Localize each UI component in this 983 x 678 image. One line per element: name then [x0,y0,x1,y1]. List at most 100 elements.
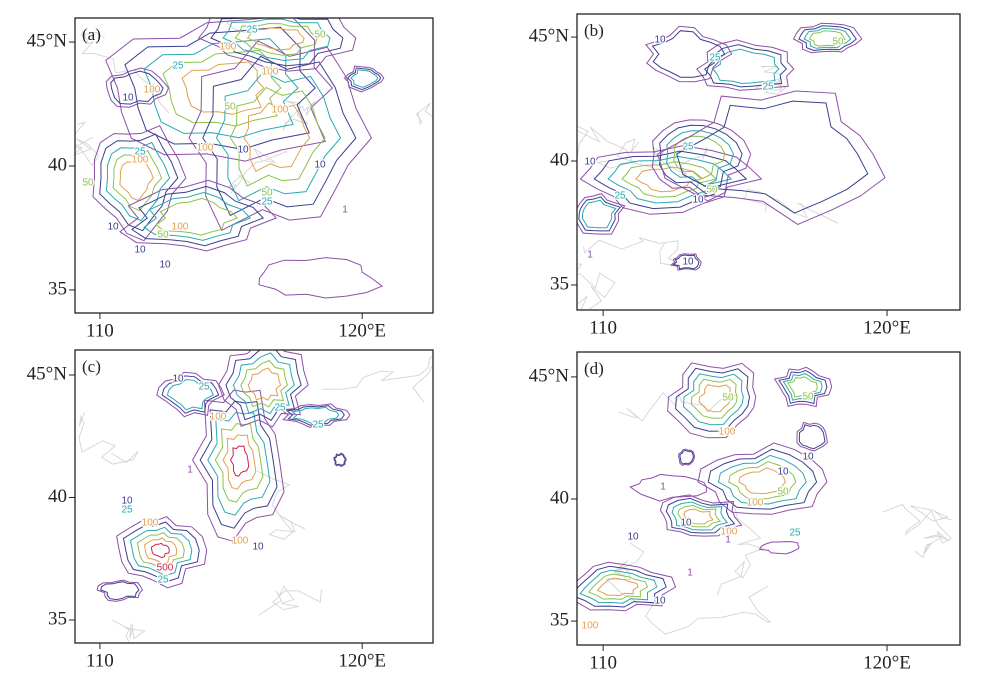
contour-line [280,403,351,428]
contour-line [166,379,214,411]
boundary [282,100,316,131]
boundary [577,125,640,163]
x-tick-label: 120°E [338,320,386,341]
boundary [78,412,139,465]
x-tick-label: 110 [86,650,114,671]
contour-line [291,406,340,424]
contour-label: 50 [777,487,789,498]
contour-label: 10 [777,467,789,478]
contour-label: 10 [107,222,119,233]
contour-label: 100 [582,621,599,632]
contour-line [333,452,347,468]
contour-line [285,405,345,426]
contour-label: 10 [159,260,171,271]
y-tick-label: 40 [48,486,67,507]
contour-line [690,378,738,419]
contour-label: 100 [272,105,289,116]
contour-line [683,508,714,525]
contour-line [181,61,265,115]
contour-label: 1 [725,535,731,546]
contour-label: 1 [342,205,348,216]
contour-line [728,461,797,500]
contour-label: 10 [314,160,326,171]
contour-label: 10 [122,93,134,104]
contour-line [210,18,344,67]
y-tick-label: 45°N [27,363,68,384]
contour-label: 25 [261,197,273,208]
contour-line [651,119,752,202]
contour-line [214,423,264,503]
contour-line [243,102,311,172]
boundary [754,65,787,95]
boundary [618,392,739,422]
boundary [605,542,645,606]
y-tick-label: 45°N [529,25,570,46]
contour-label: 50 [722,393,734,404]
y-tick-label: 35 [550,273,569,294]
contour-label: 10 [802,452,814,463]
contour-line [629,473,708,502]
boundary [596,146,708,176]
contour-line [247,367,282,401]
contour-label: 50 [832,37,844,48]
contour-line [792,22,863,54]
panel-label: (b) [584,21,604,40]
boundary [577,263,616,310]
contour-label: 25 [312,420,324,431]
contour-line [246,27,305,51]
boundary [582,237,679,266]
contour-line [188,40,373,231]
contour-line [229,86,326,187]
contour-line [657,90,886,225]
panel-frame [576,13,961,311]
contour-line [697,442,828,515]
contour-line [143,38,299,139]
contour-label: 10 [627,532,639,543]
contour-line [581,199,617,229]
contour-label: 100 [210,412,227,423]
contour-line [96,579,144,602]
y-tick-label: 40 [48,154,67,175]
boundary [716,505,765,596]
contour-line [758,541,800,555]
contour-line [698,384,732,413]
boundary [80,30,170,114]
y-tick-label: 45°N [529,365,570,386]
contour-line [808,30,846,47]
contour-label: 100 [144,85,161,96]
contour-line [119,158,154,202]
boundary [258,585,322,616]
contour-line [670,253,702,271]
y-tick-label: 35 [550,609,569,630]
boundary [883,503,953,536]
contour-label: 100 [232,536,249,547]
contour-label: 50 [706,185,718,196]
contour-label: 100 [172,222,189,233]
contour-line [645,25,733,83]
contour-label: 25 [121,505,133,516]
contour-line [105,18,334,162]
contour-line [162,49,282,127]
contour-label: 100 [220,42,237,53]
x-tick-label: 110 [86,320,114,341]
contour-line [232,352,295,415]
boundary [257,470,305,540]
contour-line [143,191,252,241]
boundary [412,366,433,403]
contour-line [150,542,170,559]
contour-label: 10 [654,35,666,46]
contour-label: 25 [198,382,210,393]
contour-label: 25 [157,575,169,586]
contour-label: 100 [262,67,279,78]
panel-label: (c) [82,357,101,376]
contour-label: 10 [692,195,704,206]
y-tick-label: 35 [48,278,67,299]
contour-label: 25 [614,191,626,202]
contour-line [105,67,170,108]
boundary [227,147,288,194]
boundary [914,511,952,559]
contour-line [677,504,721,528]
contour-line [334,453,346,466]
